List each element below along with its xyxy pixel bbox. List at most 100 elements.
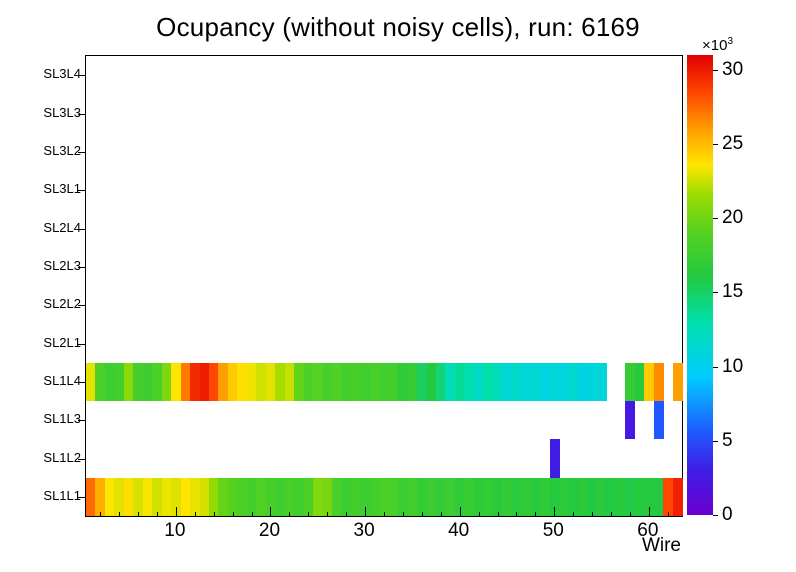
x-axis-minor-tick <box>402 512 404 516</box>
x-axis-minor-tick <box>308 512 310 516</box>
x-axis-minor-tick <box>516 512 518 516</box>
heatmap-cell-sl1l4-w51 <box>559 362 570 401</box>
heatmap-cell-sl1l1-w49 <box>540 477 551 516</box>
heatmap-cell-sl1l4-w27 <box>331 362 343 401</box>
heatmap-cell-sl1l4-w13 <box>199 362 210 401</box>
colorbar-tick-label: 15 <box>722 281 744 303</box>
heatmap-cell-sl1l4-w53 <box>577 362 589 401</box>
x-axis-minor-tick <box>232 512 234 516</box>
heatmap-cell-sl1l1-w5 <box>123 477 134 516</box>
heatmap-cell-sl1l1-w1 <box>86 477 97 516</box>
heatmap-cell-sl1l4-w19 <box>256 362 267 401</box>
heatmap-cell-sl1l4-w47 <box>521 362 532 401</box>
heatmap-cell-sl1l1-w44 <box>492 477 503 516</box>
heatmap-cell-sl1l4-w16 <box>227 362 239 401</box>
heatmap-cell-sl1l1-w10 <box>171 477 182 516</box>
row-label-sl3l2: SL3L2 <box>43 142 81 158</box>
heatmap-cell-sl1l1-w37 <box>426 477 437 516</box>
row-label-sl1l2: SL1L2 <box>43 449 81 465</box>
heatmap-cell-sl1l1-w25 <box>313 477 324 516</box>
heatmap-cell-sl1l1-w21 <box>275 477 286 516</box>
heatmap-cell-sl1l4-w42 <box>473 362 485 401</box>
y-axis-tick <box>78 228 86 230</box>
heatmap-cell-sl1l4-w43 <box>483 362 494 401</box>
heatmap-cell-sl1l4-w55 <box>596 362 607 401</box>
colorbar <box>687 55 713 515</box>
heatmap-cell-sl1l1-w36 <box>417 477 428 516</box>
x-axis-tick-label: 20 <box>258 520 281 541</box>
heatmap-cell-sl1l4-w6 <box>133 362 144 401</box>
x-axis-major-tick <box>175 507 177 516</box>
heatmap-cell-sl1l1-w35 <box>407 477 418 516</box>
heatmap-cell-sl1l1-w9 <box>161 477 172 516</box>
heatmap-cell-sl1l4-w20 <box>265 362 276 401</box>
y-axis-tick <box>78 458 86 460</box>
heatmap-cell-sl1l1-w26 <box>322 477 333 516</box>
heatmap-cell-sl1l4-w21 <box>275 362 286 401</box>
x-axis-minor-tick <box>384 512 385 516</box>
heatmap-cell-sl1l4-w8 <box>152 362 163 401</box>
heatmap-cell-sl1l4-w17 <box>237 362 248 401</box>
x-axis-minor-tick <box>194 512 196 516</box>
row-label-sl3l1: SL3L1 <box>43 181 81 197</box>
heatmap-cell-sl1l4-w10 <box>171 362 182 401</box>
heatmap-cell-sl1l4-w33 <box>388 362 399 401</box>
heatmap-cell-sl1l1-w15 <box>218 477 229 516</box>
heatmap-cell-sl1l4-w49 <box>540 362 551 401</box>
x-axis-minor-tick <box>573 512 575 516</box>
x-axis-tick-label: 30 <box>353 520 375 541</box>
heatmap-cell-sl1l1-w20 <box>265 477 276 516</box>
heatmap-cell-sl1l1-w7 <box>142 477 153 516</box>
colorbar-tick-label: 20 <box>722 207 744 229</box>
heatmap-cell-sl1l4-w52 <box>568 362 579 401</box>
x-axis-minor-tick <box>100 512 102 516</box>
row-label-sl1l4: SL1L4 <box>43 372 81 388</box>
x-axis-minor-tick <box>497 512 499 516</box>
heatmap-cell-sl1l1-w32 <box>379 477 390 516</box>
heatmap-cell-sl1l4-w26 <box>322 362 333 401</box>
heatmap-cell-sl1l4-w48 <box>530 362 541 401</box>
colorbar-tick <box>713 515 718 516</box>
heatmap-cell-sl1l4-w59 <box>634 362 645 401</box>
heatmap-cell-sl1l4-w15 <box>218 362 229 401</box>
heatmap-cell-sl1l1-w57 <box>615 477 626 516</box>
heatmap-cell-sl1l1-w55 <box>596 477 607 516</box>
heatmap-cell-sl1l4-w9 <box>161 362 172 401</box>
heatmap-cell-sl1l1-w34 <box>398 477 409 516</box>
heatmap-cell-sl1l1-w6 <box>133 477 144 516</box>
heatmap-cell-sl1l4-w18 <box>246 362 257 401</box>
heatmap-cell-sl1l4-w3 <box>104 362 116 401</box>
heatmap-cell-sl1l4-w60 <box>644 362 655 401</box>
heatmap-cell-sl1l1-w28 <box>341 477 352 516</box>
colorbar-tick <box>713 440 718 442</box>
heatmap-cell-sl1l1-w56 <box>606 477 617 516</box>
row-label-sl1l1: SL1L1 <box>43 487 81 503</box>
heatmap-cell-sl1l1-w29 <box>350 477 362 516</box>
heatmap-cell-sl1l1-w22 <box>284 477 295 516</box>
x-axis-minor-tick <box>667 512 669 516</box>
heatmap-cell-sl1l4-w4 <box>114 362 125 401</box>
heatmap-cell-sl1l1-w43 <box>483 477 494 516</box>
heatmap-cell-sl1l4-w36 <box>417 362 428 401</box>
x-axis-minor-tick <box>440 512 442 516</box>
heatmap-cell-sl1l4-w37 <box>426 362 437 401</box>
heatmap-cell-sl1l1-w48 <box>530 477 541 516</box>
heatmap-cell-sl1l4-w25 <box>313 362 324 401</box>
x-axis-minor-tick <box>535 512 537 516</box>
colorbar-tick-label: 5 <box>722 429 733 451</box>
heatmap-cell-sl1l1-w8 <box>152 477 163 516</box>
heatmap-cell-sl1l1-w3 <box>104 477 116 516</box>
colorbar-tick <box>713 69 718 71</box>
x-axis-minor-tick <box>629 512 631 516</box>
heatmap-cell-sl1l1-w31 <box>369 477 380 516</box>
heatmap-cell-sl1l4-w31 <box>369 362 380 401</box>
heatmap-cell-sl1l4-w24 <box>303 362 314 401</box>
heatmap-cell-sl1l4-w40 <box>454 362 466 401</box>
heatmap-cell-sl1l1-w47 <box>521 477 532 516</box>
heatmap-cell-sl1l1-w63 <box>672 477 683 516</box>
heatmap-cell-sl1l1-w42 <box>473 477 485 516</box>
heatmap-cell-sl1l4-w30 <box>360 362 371 401</box>
heatmap-cell-sl1l1-w39 <box>445 477 456 516</box>
x-axis-minor-tick <box>138 512 140 516</box>
heatmap-cell-sl1l4-w29 <box>350 362 362 401</box>
